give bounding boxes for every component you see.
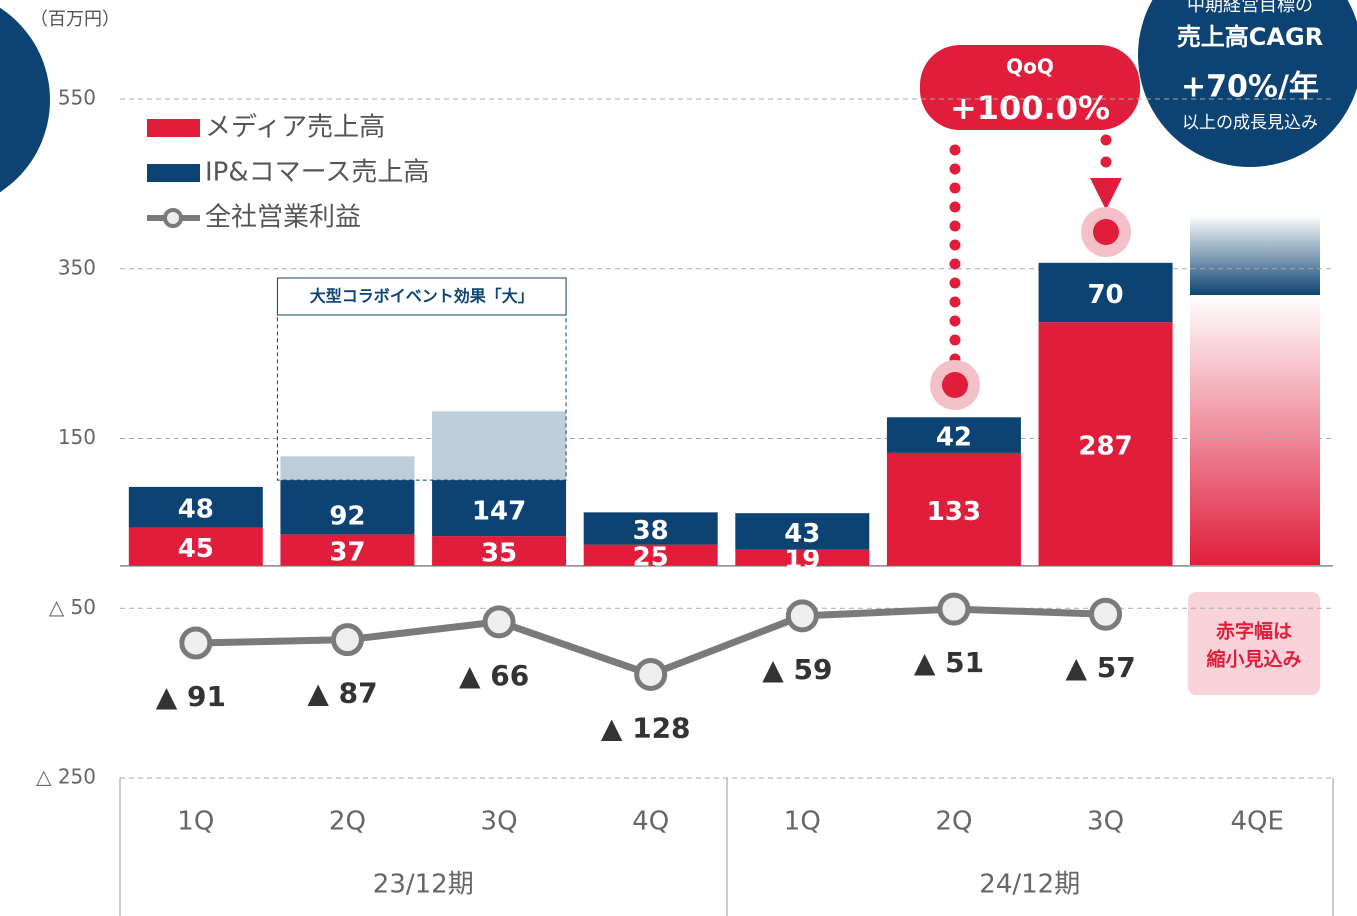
x-tick-label: 2Q	[329, 807, 366, 837]
profit-point	[1089, 597, 1123, 631]
bar-segment	[128, 486, 263, 528]
profit-label: ▲ 91	[156, 680, 226, 713]
legend-label: 全社営業利益	[205, 203, 361, 233]
profit-point	[330, 623, 364, 657]
note-text: 縮小見込み	[1206, 648, 1301, 671]
x-tick-label: 1Q	[784, 807, 821, 837]
x-tick-label: 1Q	[177, 807, 214, 837]
marker	[1093, 219, 1119, 245]
x-tick-label: 3Q	[1087, 807, 1124, 837]
bar-segment	[432, 536, 567, 566]
bar-value-label: 19	[784, 545, 820, 575]
period-label: 23/12期	[373, 870, 474, 900]
profit-point	[937, 592, 971, 626]
forecast-bar-top	[1190, 215, 1320, 295]
x-tick-label: 3Q	[481, 807, 518, 837]
bar-value-label: 42	[936, 423, 972, 453]
profit-point	[179, 626, 213, 660]
bar-value-label: 287	[1078, 432, 1132, 462]
bar-value-label: 133	[927, 497, 981, 527]
callout-bubble	[920, 45, 1140, 130]
bar-value-label: 25	[633, 543, 669, 573]
legend-swatch	[147, 119, 200, 137]
bar-segment	[280, 534, 415, 566]
forecast-bar	[1190, 295, 1320, 565]
target-text: 中期経営目標の	[1187, 0, 1313, 16]
profit-point	[482, 605, 516, 639]
legend-marker	[163, 208, 183, 228]
bar-value-label: 48	[178, 495, 214, 525]
profit-label: ▲ 57	[1065, 651, 1135, 684]
bar-segment	[886, 417, 1021, 453]
profit-label: ▲ 51	[914, 646, 984, 679]
bar-segment	[128, 527, 263, 566]
target-text: 売上高CAGR	[1177, 23, 1323, 51]
y-tick-label: △ 250	[36, 765, 96, 789]
profit-label: ▲ 128	[601, 711, 691, 744]
bar-value-label: 70	[1087, 280, 1123, 310]
bar-segment	[1038, 262, 1173, 323]
bar-value-label: 147	[472, 497, 526, 527]
bar-value-label: 37	[329, 538, 365, 568]
profit-label: ▲ 87	[307, 677, 377, 710]
target-circle	[1138, 0, 1357, 167]
bar-segment	[735, 549, 870, 566]
bar-segment-excess	[432, 411, 567, 481]
x-tick-label: 4QE	[1230, 807, 1283, 837]
legend-swatch	[147, 164, 200, 182]
callout-value: +100.0%	[950, 89, 1110, 127]
bar-value-label: 92	[329, 502, 365, 532]
highlight-title: 大型コラボイベント効果「大」	[310, 287, 534, 306]
bar-segment	[1038, 322, 1173, 566]
unit-label: （百万円）	[30, 9, 120, 30]
bar-value-label: 43	[784, 519, 820, 549]
bar-segment	[583, 512, 718, 545]
bar-segment	[432, 480, 567, 537]
legend-label: メディア売上高	[205, 113, 385, 143]
y-tick-label: 350	[58, 255, 96, 279]
bar-value-label: 45	[178, 534, 214, 564]
note-box	[1188, 592, 1320, 695]
x-tick-label: 2Q	[935, 807, 972, 837]
callout-title: QoQ	[1006, 55, 1054, 79]
bar-segment-excess	[280, 456, 415, 481]
target-text: 以上の成長見込み	[1182, 113, 1318, 133]
deco-circle	[0, 7, 50, 193]
profit-label: ▲ 66	[459, 659, 529, 692]
period-label: 24/12期	[979, 870, 1080, 900]
arrow-head	[1090, 178, 1122, 210]
bar-segment	[735, 513, 870, 550]
bar-value-label: 35	[481, 538, 517, 568]
x-tick-label: 4Q	[632, 807, 669, 837]
marker	[942, 372, 968, 398]
legend-label: IP&コマース売上高	[205, 158, 429, 188]
y-tick-label: 150	[58, 425, 96, 449]
profit-point	[785, 599, 819, 633]
bar-segment	[583, 544, 718, 566]
profit-point	[634, 657, 668, 691]
bar-segment	[280, 480, 415, 535]
bar-segment	[886, 452, 1021, 566]
y-tick-label: 550	[58, 86, 96, 110]
y-tick-label: △ 50	[49, 595, 96, 619]
highlight-title-box	[276, 277, 567, 316]
note-text: 赤字幅は	[1216, 620, 1292, 643]
profit-label: ▲ 59	[762, 653, 832, 686]
bar-value-label: 38	[633, 516, 669, 546]
